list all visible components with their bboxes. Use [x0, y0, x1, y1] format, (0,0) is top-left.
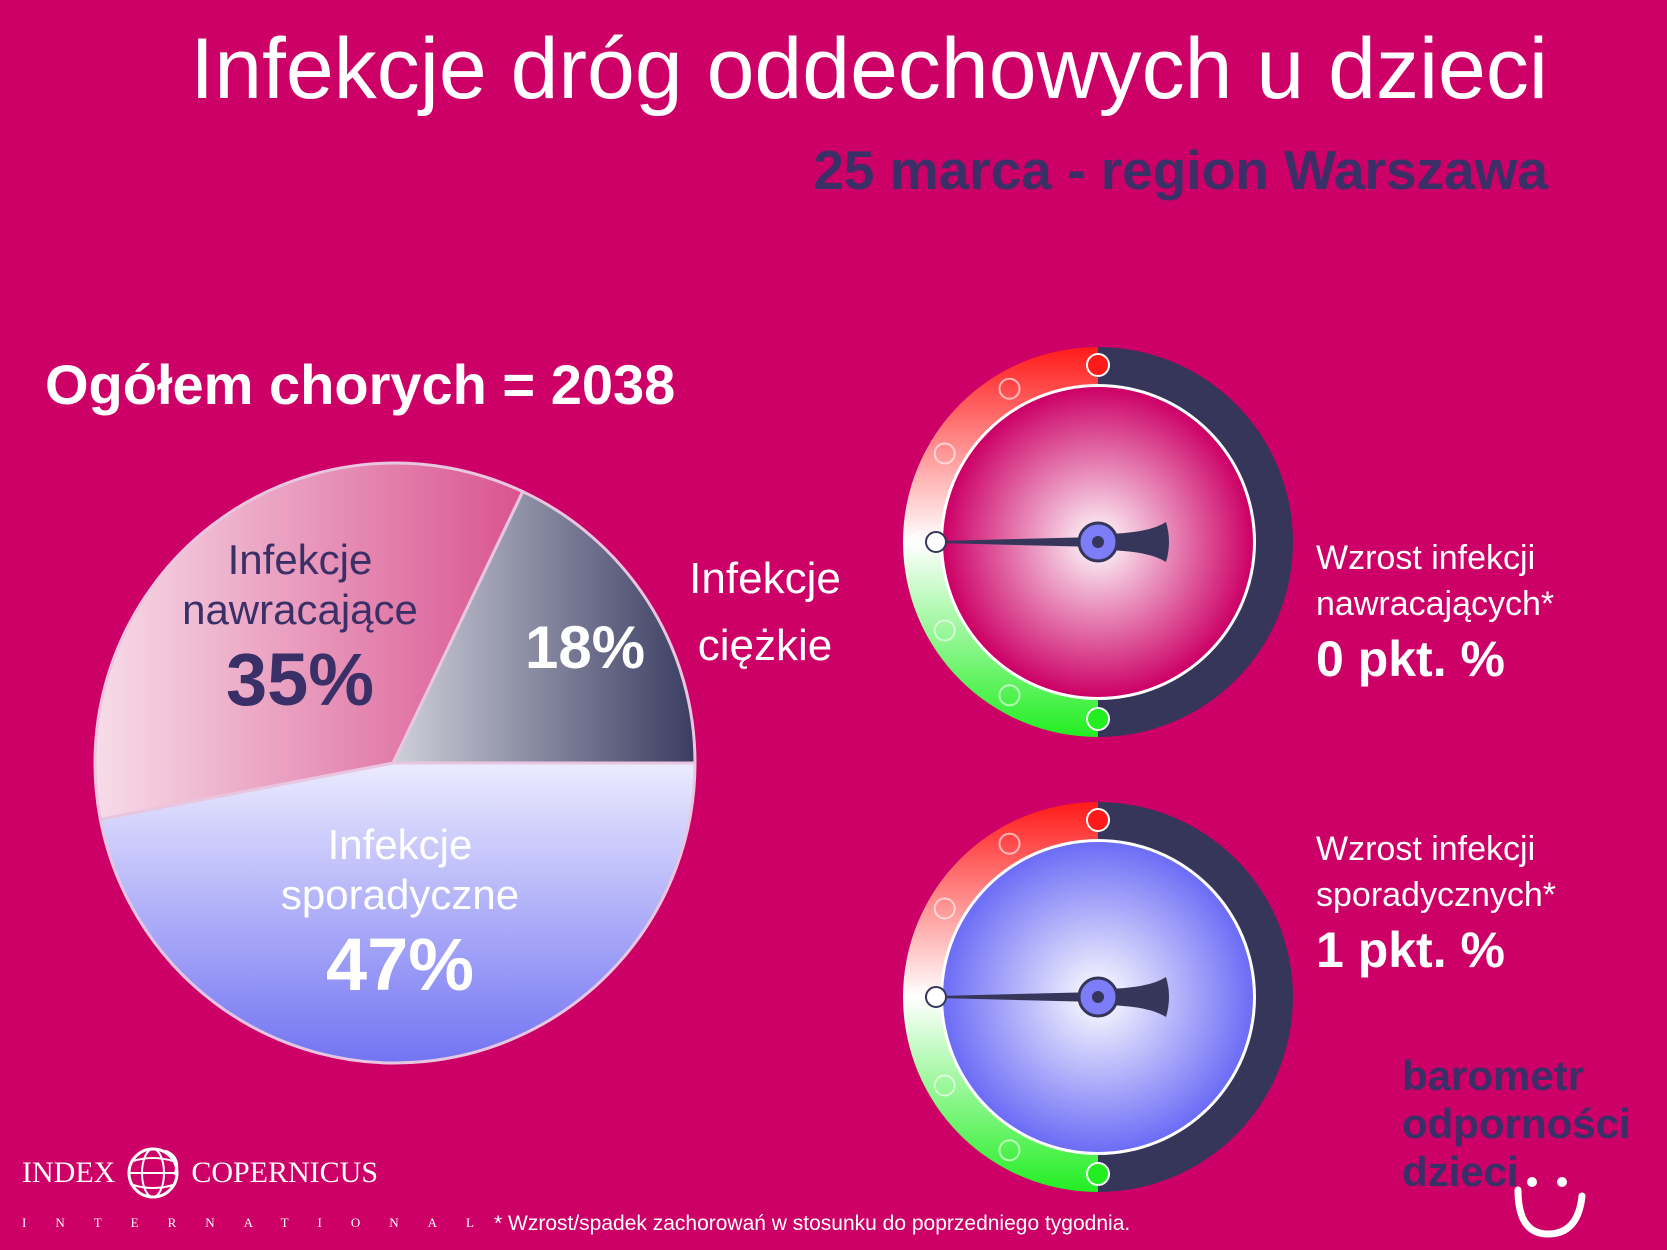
pie-slices: [93, 461, 697, 1065]
globe-icon: [127, 1147, 179, 1199]
gauge-tick: [1086, 353, 1110, 377]
pie-label-ciezkie-line1: Infekcje: [689, 554, 841, 603]
pie-label-ciezkie-line2: ciężkie: [697, 620, 833, 670]
page-title: Infekcje dróg oddechowych u dzieci: [190, 21, 1548, 117]
pie-label-nawracajace: Infekcje nawracające 35%: [140, 535, 460, 725]
gauge-tick: [998, 832, 1021, 855]
logo-subtitle: INTERNATIONAL: [22, 1215, 503, 1230]
brand-line1: barometr: [1402, 1052, 1585, 1099]
gauge-tick: [998, 377, 1021, 400]
logo-left-text: INDEX: [22, 1156, 116, 1189]
pie-value-sporadyczne: 47%: [325, 922, 475, 1006]
gauge-sporadyczne-line2: sporadycznych*: [1316, 876, 1557, 914]
gauge-tick: [1086, 707, 1110, 731]
gauge-tick: [933, 1074, 956, 1097]
pie-value-ciezkie: 18%: [520, 612, 650, 684]
pie-label-sporadyczne-line2: sporadyczne: [280, 871, 520, 919]
gauge-nawracajace-value: 0 pkt. %: [1316, 631, 1505, 687]
gauge-tick: [1086, 1162, 1110, 1186]
gauge-tick: [933, 619, 956, 642]
pie-label-sporadyczne-line1: Infekcje: [327, 821, 473, 868]
gauge-tick: [933, 897, 956, 920]
gauge-sporadyczne-value: 1 pkt. %: [1316, 922, 1505, 978]
logo-name: INDEX COPERNICUS: [22, 1145, 503, 1201]
gauge-tick: [1086, 808, 1110, 832]
logo-right-text: COPERNICUS: [191, 1156, 379, 1189]
gauge-tick: [998, 1139, 1021, 1162]
pie-label-ciezkie: Infekcje ciężkie: [665, 553, 865, 673]
pie-value-nawracajace: 35%: [225, 637, 375, 721]
gauge-nawracajace-line1: Wzrost infekcji: [1316, 539, 1536, 577]
pie-value-ciezkie-text: 18%: [524, 614, 646, 681]
pie-slice-sporadyczne: [98, 761, 697, 1065]
smiley-icon: [1514, 1177, 1586, 1238]
footnote: * Wzrost/spadek zachorowań w stosunku do…: [494, 1212, 1131, 1235]
gauge-nawracajace-text: Wzrost infekcji nawracających* 0 pkt. %: [1316, 535, 1554, 691]
gauge-needle: [925, 976, 1169, 1018]
gauge-nawracajace-line2: nawracających*: [1316, 585, 1555, 623]
gauge-sporadyczne-line1: Wzrost infekcji: [1316, 830, 1536, 868]
total-patients: Ogółem chorych = 2038: [45, 353, 676, 416]
index-copernicus-logo: INDEX COPERNICUS INTERNATIONAL: [22, 1145, 503, 1231]
gauge-needle: [925, 521, 1169, 563]
pie-slice-nawracajace: [93, 461, 525, 821]
pie-label-nawracajace-line1: Infekcje: [227, 536, 373, 583]
gauge-tick: [998, 684, 1021, 707]
brand-line3: dzieci: [1402, 1148, 1519, 1195]
pie-label-sporadyczne: Infekcje sporadyczne 47%: [230, 820, 570, 1010]
pie-slice-ciezkie: [390, 489, 697, 765]
pie-label-nawracajace-line2: nawracające: [182, 586, 418, 634]
barometr-brand: barometr odporności dzieci: [1402, 1052, 1631, 1196]
gauge-tick: [933, 442, 956, 465]
gauge-sporadyczne: [903, 802, 1293, 1192]
gauge-sporadyczne-text: Wzrost infekcji sporadycznych* 1 pkt. %: [1316, 826, 1556, 982]
brand-line2: odporności: [1402, 1100, 1631, 1147]
page-subtitle: 25 marca - region Warszawa: [813, 139, 1548, 201]
gauge-nawracajace: [903, 347, 1293, 737]
